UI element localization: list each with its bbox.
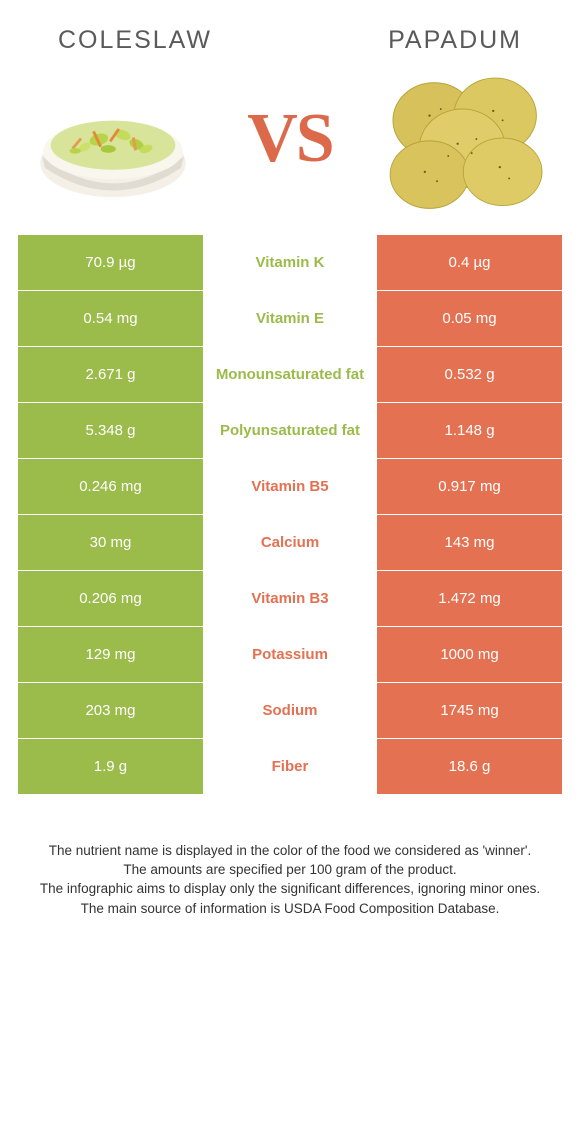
nutrient-name: Vitamin K — [203, 235, 377, 290]
right-value: 1.472 mg — [377, 571, 562, 626]
vs-label: VS — [247, 99, 332, 179]
food-right-image — [382, 69, 552, 209]
table-row: 70.9 µgVitamin K0.4 µg — [18, 234, 562, 290]
food-right-title: PAPADUM — [388, 26, 522, 55]
food-left-image — [28, 69, 198, 209]
nutrient-name: Vitamin B3 — [203, 571, 377, 626]
left-value: 0.246 mg — [18, 459, 203, 514]
nutrient-name: Fiber — [203, 739, 377, 794]
right-value: 0.05 mg — [377, 291, 562, 346]
table-row: 0.54 mgVitamin E0.05 mg — [18, 290, 562, 346]
nutrient-name: Potassium — [203, 627, 377, 682]
left-value: 129 mg — [18, 627, 203, 682]
right-value: 143 mg — [377, 515, 562, 570]
table-row: 203 mgSodium1745 mg — [18, 682, 562, 738]
footnote-line: The main source of information is USDA F… — [36, 900, 544, 918]
table-row: 129 mgPotassium1000 mg — [18, 626, 562, 682]
left-value: 1.9 g — [18, 739, 203, 794]
nutrient-table: 70.9 µgVitamin K0.4 µg0.54 mgVitamin E0.… — [18, 234, 562, 794]
coleslaw-icon — [28, 72, 198, 207]
right-value: 1.148 g — [377, 403, 562, 458]
footnote-line: The nutrient name is displayed in the co… — [36, 842, 544, 860]
right-value: 0.917 mg — [377, 459, 562, 514]
table-row: 5.348 gPolyunsaturated fat1.148 g — [18, 402, 562, 458]
left-value: 0.54 mg — [18, 291, 203, 346]
table-row: 0.246 mgVitamin B50.917 mg — [18, 458, 562, 514]
header: COLESLAW PAPADUM — [18, 20, 562, 69]
food-left-title: COLESLAW — [58, 26, 212, 55]
right-value: 18.6 g — [377, 739, 562, 794]
table-row: 1.9 gFiber18.6 g — [18, 738, 562, 794]
left-value: 70.9 µg — [18, 235, 203, 290]
left-value: 0.206 mg — [18, 571, 203, 626]
papadum-icon — [382, 64, 552, 214]
footnotes: The nutrient name is displayed in the co… — [18, 842, 562, 918]
left-value: 5.348 g — [18, 403, 203, 458]
table-row: 2.671 gMonounsaturated fat0.532 g — [18, 346, 562, 402]
footnote-line: The amounts are specified per 100 gram o… — [36, 861, 544, 879]
left-value: 2.671 g — [18, 347, 203, 402]
nutrient-name: Calcium — [203, 515, 377, 570]
right-value: 0.532 g — [377, 347, 562, 402]
table-row: 0.206 mgVitamin B31.472 mg — [18, 570, 562, 626]
footnote-line: The infographic aims to display only the… — [36, 880, 544, 898]
nutrient-name: Vitamin B5 — [203, 459, 377, 514]
left-value: 203 mg — [18, 683, 203, 738]
images-row: VS — [18, 69, 562, 234]
right-value: 1000 mg — [377, 627, 562, 682]
nutrient-name: Polyunsaturated fat — [203, 403, 377, 458]
left-value: 30 mg — [18, 515, 203, 570]
table-row: 30 mgCalcium143 mg — [18, 514, 562, 570]
nutrient-name: Vitamin E — [203, 291, 377, 346]
nutrient-name: Monounsaturated fat — [203, 347, 377, 402]
right-value: 0.4 µg — [377, 235, 562, 290]
right-value: 1745 mg — [377, 683, 562, 738]
nutrient-name: Sodium — [203, 683, 377, 738]
